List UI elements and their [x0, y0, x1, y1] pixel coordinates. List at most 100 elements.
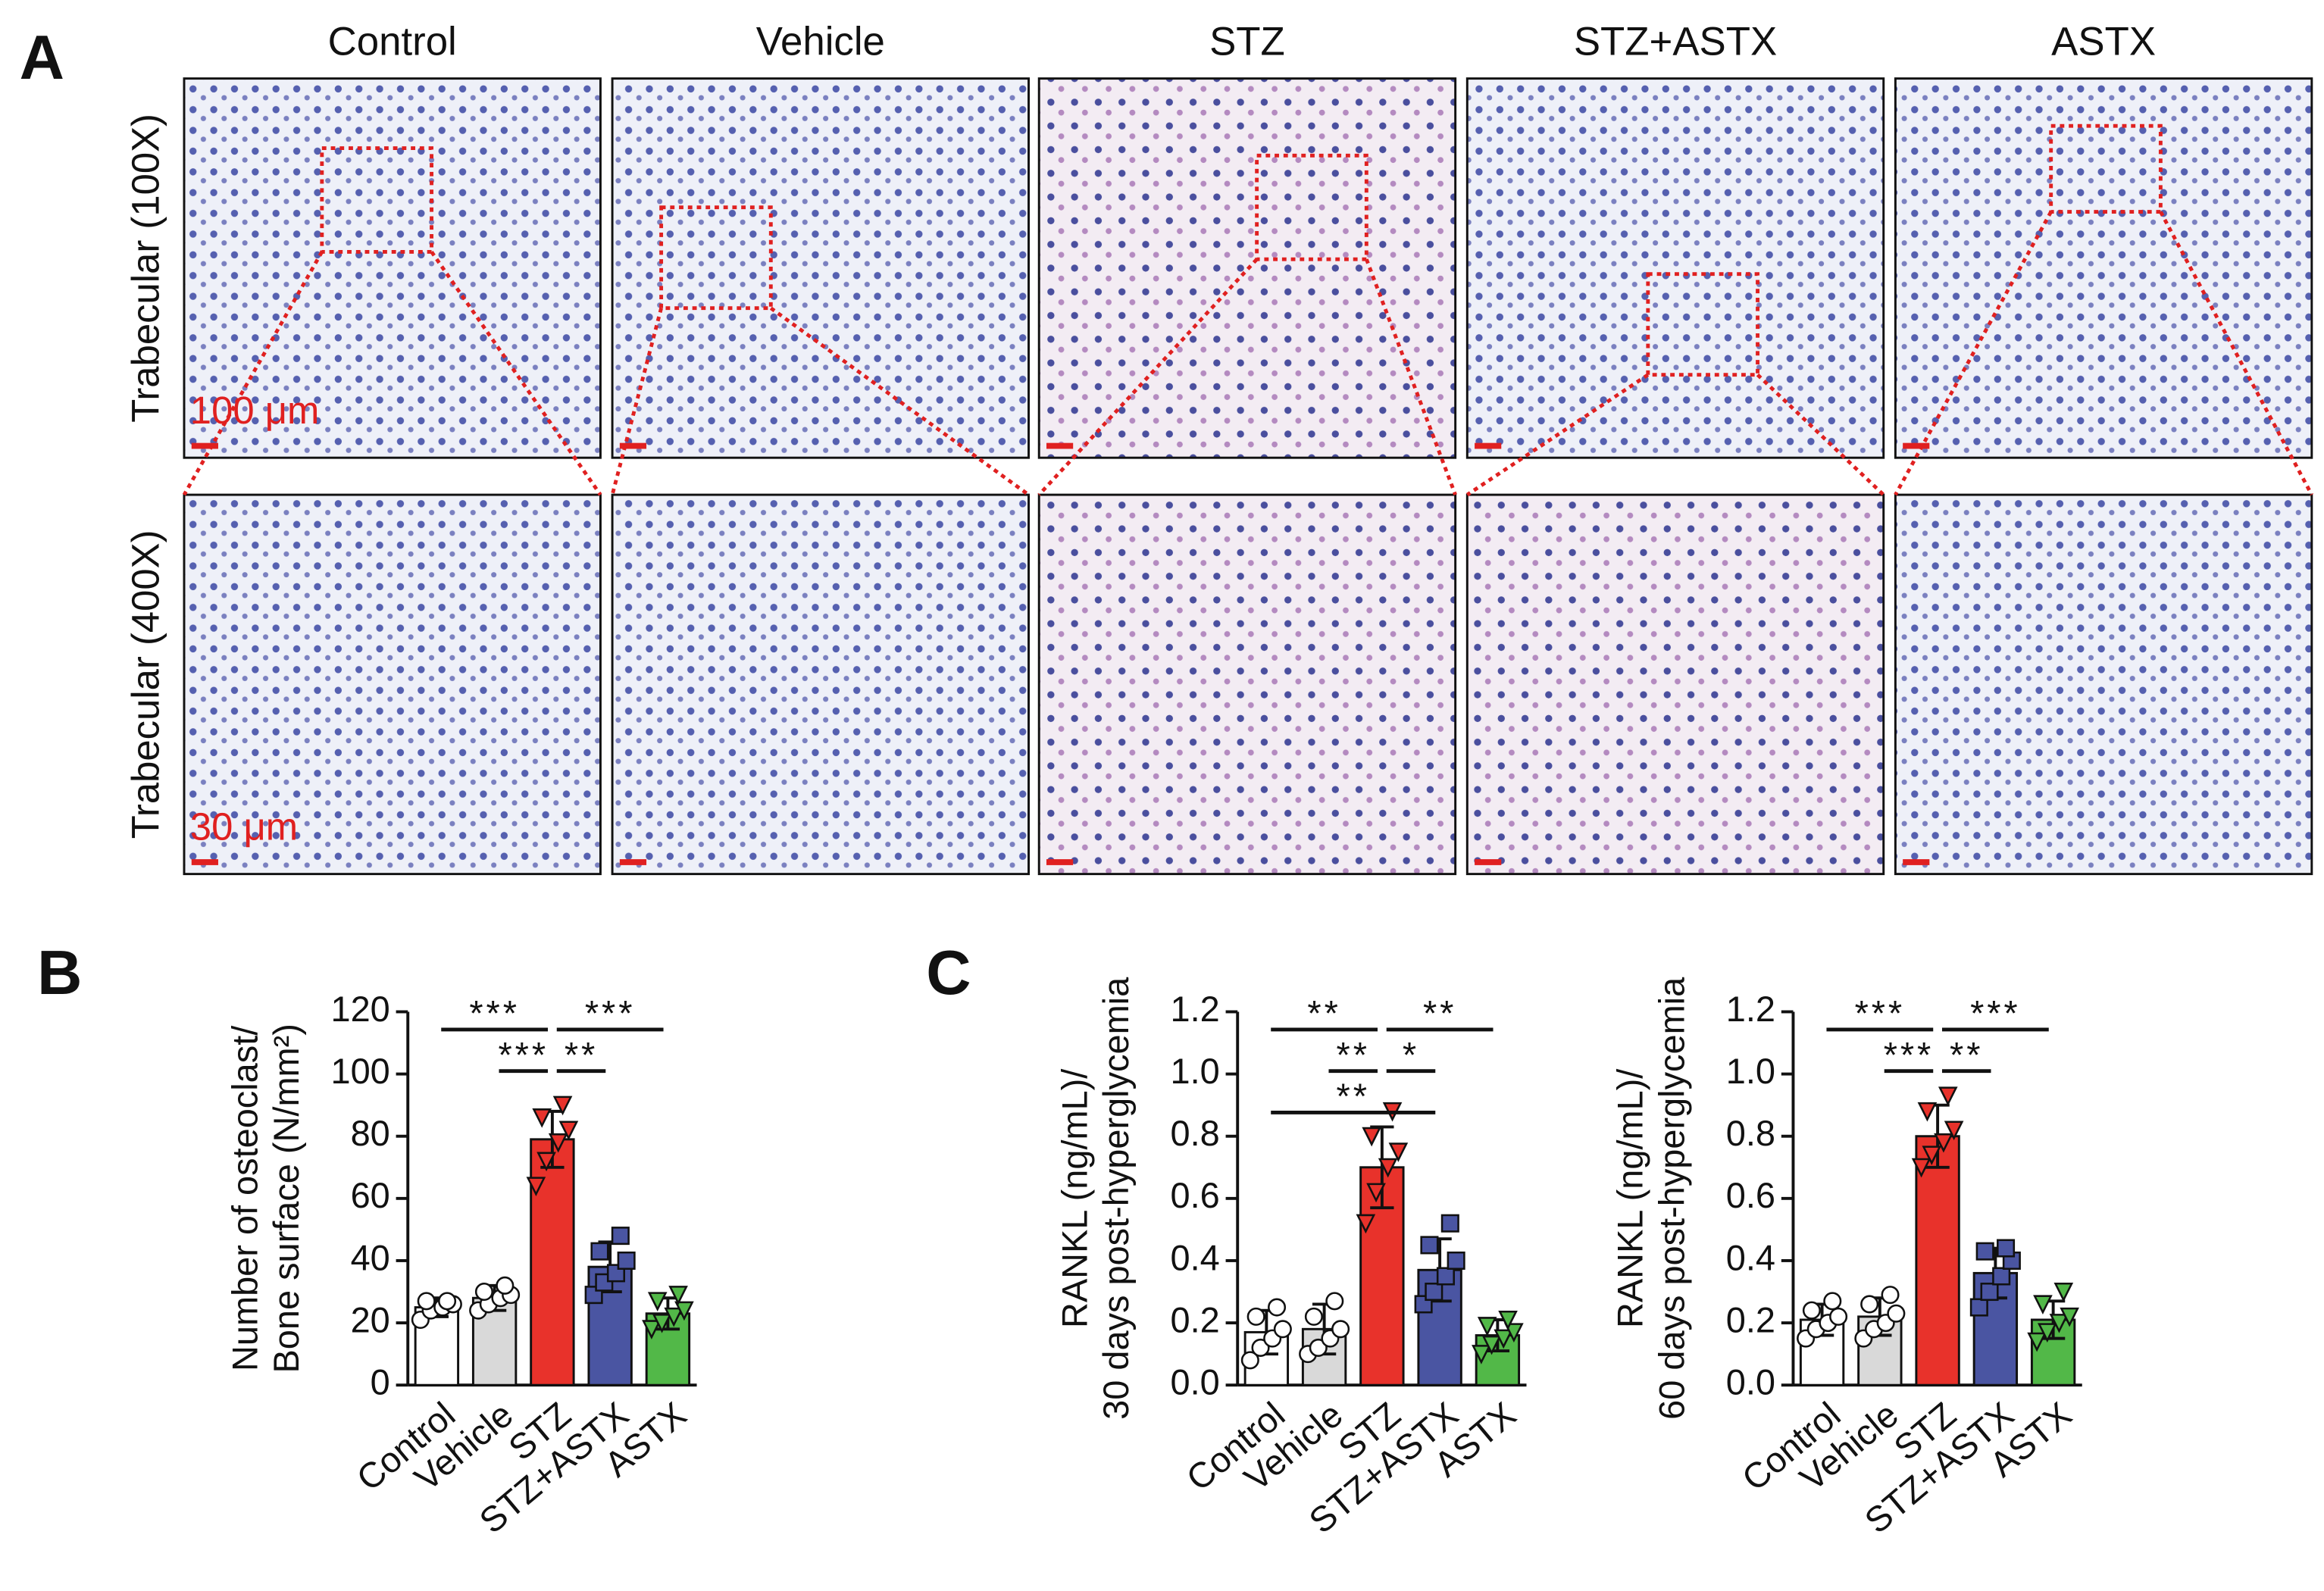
significance-label: ***	[1855, 994, 1906, 1033]
y-tick-label: 0.2	[1726, 1300, 1775, 1339]
data-point	[1246, 1307, 1265, 1326]
data-point	[2049, 1314, 2069, 1333]
data-point	[1911, 1158, 1931, 1178]
data-point	[1944, 1121, 1964, 1141]
micrograph	[1465, 77, 1885, 459]
data-point	[558, 1121, 579, 1141]
scale-bar	[191, 859, 218, 865]
scale-bar	[1903, 859, 1930, 865]
y-tick-label: 20	[351, 1300, 390, 1339]
micrograph	[1465, 493, 1885, 876]
data-point	[668, 1286, 688, 1305]
data-point	[1992, 1267, 2011, 1286]
data-point	[2037, 1323, 2057, 1343]
data-point	[536, 1152, 556, 1172]
scale-bar	[1903, 442, 1930, 449]
zoom-line	[1894, 211, 2053, 496]
data-point	[617, 1251, 636, 1270]
zoom-line	[610, 308, 663, 495]
data-point	[1829, 1307, 1848, 1326]
data-point	[1273, 1320, 1292, 1339]
data-point	[1420, 1236, 1439, 1255]
data-point	[1481, 1335, 1502, 1355]
zoom-box	[1646, 272, 1759, 377]
data-point	[1975, 1242, 1994, 1261]
data-point	[526, 1177, 546, 1197]
data-point	[1498, 1310, 1518, 1330]
panel-label: A	[20, 23, 64, 92]
data-point	[664, 1307, 684, 1327]
data-point	[2027, 1332, 2047, 1352]
data-point	[438, 1292, 457, 1311]
data-point	[1980, 1283, 1999, 1302]
significance-label: **	[565, 1035, 598, 1074]
data-point	[1447, 1251, 1465, 1270]
data-point	[1251, 1338, 1270, 1357]
micrograph	[183, 77, 602, 459]
data-point	[1934, 1133, 1953, 1153]
y-tick-label: 0.8	[1171, 1114, 1220, 1153]
y-tick-label: 0.0	[1726, 1363, 1775, 1402]
significance-label: **	[1337, 1035, 1370, 1074]
y-tick-label: 1.2	[1171, 989, 1220, 1029]
data-point	[417, 1292, 436, 1311]
scale-bar	[1046, 442, 1074, 449]
significance-label: **	[1337, 1077, 1370, 1116]
zoom-box	[1255, 153, 1368, 261]
y-tick-label: 1.0	[1171, 1052, 1220, 1091]
y-tick-label: 0.2	[1171, 1300, 1220, 1339]
y-tick-label: 0.6	[1726, 1176, 1775, 1215]
zoom-box	[659, 205, 773, 311]
data-point	[1881, 1286, 1900, 1305]
data-point	[2060, 1307, 2079, 1327]
significance-label: ***	[1884, 1035, 1935, 1074]
data-point	[532, 1108, 552, 1128]
data-point	[611, 1227, 630, 1246]
data-point	[1477, 1317, 1497, 1336]
y-tick-label: 120	[331, 989, 390, 1029]
data-point	[1823, 1292, 1842, 1311]
scale-bar	[619, 859, 647, 865]
micrograph	[611, 493, 1030, 876]
data-point	[1268, 1298, 1287, 1317]
column-header: Vehicle	[756, 20, 885, 64]
zoom-line	[1365, 258, 1457, 495]
significance-label: *	[1403, 1035, 1419, 1074]
y-tick-label: 0.4	[1726, 1238, 1775, 1277]
data-point	[496, 1276, 515, 1295]
column-header: ASTX	[2051, 20, 2156, 64]
y-tick-label: 0	[371, 1363, 390, 1402]
y-tick-label: 80	[351, 1114, 390, 1153]
scale-bar-label: 100 μm	[190, 389, 320, 432]
zoom-line	[182, 251, 324, 496]
data-point	[652, 1314, 672, 1333]
bar	[1915, 1135, 1960, 1386]
data-point	[1378, 1158, 1398, 1178]
y-tick-label: 0.0	[1171, 1363, 1220, 1402]
scale-bar-label: 30 μm	[190, 805, 298, 848]
micrograph	[183, 493, 602, 876]
y-tick-label: 100	[331, 1052, 390, 1091]
significance-label: ***	[1970, 994, 2021, 1033]
y-tick-label: 1.2	[1726, 989, 1775, 1029]
scale-bar	[1475, 442, 1502, 449]
zoom-box	[320, 146, 433, 254]
row-label: Trabecular (100X)	[124, 114, 167, 423]
significance-label: ***	[499, 1035, 549, 1074]
data-point	[674, 1301, 694, 1321]
micrograph	[1037, 493, 1457, 876]
micrograph	[1894, 493, 2313, 876]
data-point	[2053, 1283, 2074, 1302]
y-axis-label: Bone surface (N/mm²)	[267, 1024, 306, 1373]
data-point	[1860, 1295, 1879, 1314]
y-tick-label: 0.6	[1171, 1176, 1220, 1215]
data-point	[1472, 1345, 1491, 1364]
column-header: STZ+ASTX	[1574, 20, 1777, 64]
y-tick-label: 0.8	[1726, 1114, 1775, 1153]
data-point	[1504, 1323, 1524, 1343]
data-point	[1304, 1307, 1323, 1326]
scale-bar	[1046, 859, 1074, 865]
data-point	[1240, 1351, 1259, 1370]
